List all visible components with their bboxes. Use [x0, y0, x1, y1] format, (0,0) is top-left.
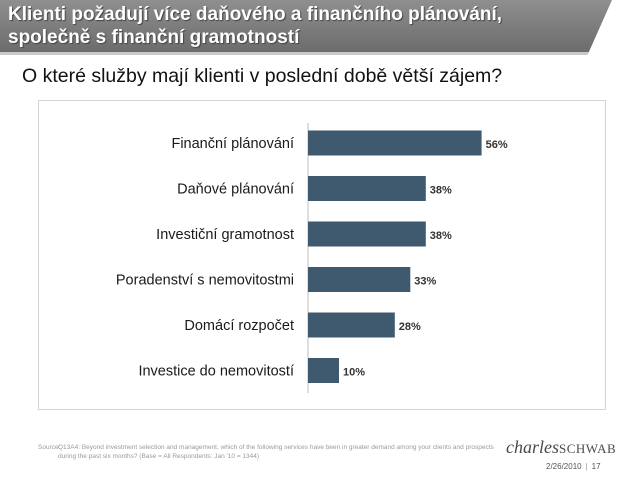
category-label: Investiční gramotnost	[156, 227, 294, 243]
category-label: Poradenství s nemovitostmi	[116, 273, 294, 289]
category-label: Investice do nemovitostí	[138, 364, 294, 380]
chart-title: O které služby mají klienti v poslední d…	[22, 65, 503, 87]
bar-value-label: 56%	[486, 139, 508, 151]
bar	[308, 358, 339, 383]
bar	[308, 267, 411, 292]
bar-value-label: 33%	[414, 276, 436, 288]
bar-value-label: 10%	[343, 367, 365, 379]
bar-value-label: 38%	[430, 230, 452, 242]
bar	[308, 221, 426, 247]
category-label: Domácí rozpočet	[184, 318, 294, 334]
footer-date-page: 2/26/2010 | 17	[546, 462, 601, 471]
source-label: Source:	[38, 444, 61, 451]
chart-frame: Finanční plánování 56% Daňové plánování 38%…	[38, 100, 606, 410]
page-number: 17	[591, 462, 601, 471]
bar-value-label: 28%	[399, 321, 421, 333]
title-bar	[0, 0, 612, 55]
bar	[308, 176, 426, 201]
source-text: Q13A4: Beyond investment selection and m…	[58, 444, 494, 460]
slide-title-line-1: Klienti požadují více daňového a finančn…	[8, 4, 503, 25]
bar-value-label: 38%	[430, 185, 452, 197]
logo-script: charles	[506, 437, 559, 457]
bar-chart: Finanční plánování 56% Daňové plánování 38%…	[116, 123, 508, 393]
slide-title-line-2: společně s finanční gramotností	[8, 27, 300, 48]
schwab-logo: charlesSCHWAB	[506, 437, 616, 458]
logo-caps: SCHWAB	[559, 441, 617, 456]
category-label: Daňové plánování	[177, 182, 294, 198]
bar	[308, 130, 482, 156]
slide-date: 2/26/2010	[546, 462, 582, 471]
category-label: Finanční plánování	[171, 136, 294, 152]
bar	[308, 312, 395, 338]
